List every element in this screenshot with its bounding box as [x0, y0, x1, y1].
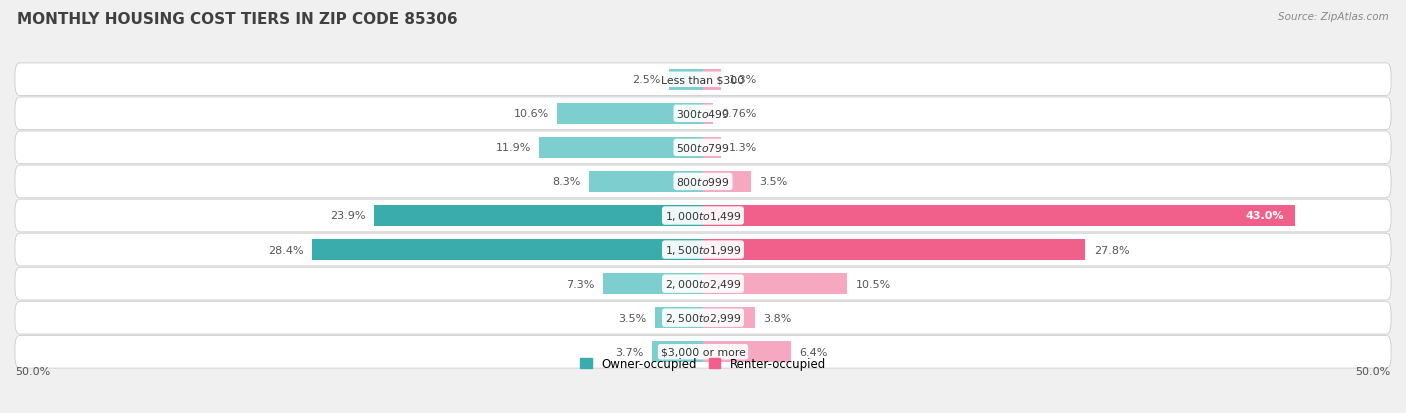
- Bar: [603, 273, 703, 294]
- FancyBboxPatch shape: [15, 132, 1391, 164]
- Text: 8.3%: 8.3%: [553, 177, 581, 187]
- Text: 50.0%: 50.0%: [1355, 366, 1391, 376]
- Text: $1,500 to $1,999: $1,500 to $1,999: [665, 244, 741, 256]
- Bar: [374, 205, 703, 226]
- FancyBboxPatch shape: [15, 234, 1391, 266]
- Bar: [703, 342, 792, 363]
- FancyBboxPatch shape: [15, 199, 1391, 232]
- Bar: [703, 240, 1085, 261]
- FancyBboxPatch shape: [15, 64, 1391, 96]
- Legend: Owner-occupied, Renter-occupied: Owner-occupied, Renter-occupied: [575, 352, 831, 375]
- Text: 11.9%: 11.9%: [496, 143, 531, 153]
- Text: 10.5%: 10.5%: [856, 279, 891, 289]
- FancyBboxPatch shape: [15, 301, 1391, 334]
- FancyBboxPatch shape: [15, 336, 1391, 368]
- Text: 50.0%: 50.0%: [15, 366, 51, 376]
- FancyBboxPatch shape: [15, 98, 1391, 131]
- Text: 23.9%: 23.9%: [330, 211, 366, 221]
- Text: MONTHLY HOUSING COST TIERS IN ZIP CODE 85306: MONTHLY HOUSING COST TIERS IN ZIP CODE 8…: [17, 12, 457, 27]
- Bar: [589, 171, 703, 192]
- Text: 3.8%: 3.8%: [763, 313, 792, 323]
- Text: 2.5%: 2.5%: [631, 75, 661, 85]
- Text: 3.5%: 3.5%: [759, 177, 787, 187]
- Text: $800 to $999: $800 to $999: [676, 176, 730, 188]
- Text: 7.3%: 7.3%: [567, 279, 595, 289]
- Text: 3.5%: 3.5%: [619, 313, 647, 323]
- Text: Less than $300: Less than $300: [661, 75, 745, 85]
- Text: $2,000 to $2,499: $2,000 to $2,499: [665, 278, 741, 290]
- Text: 1.3%: 1.3%: [730, 75, 758, 85]
- Bar: [655, 307, 703, 328]
- Text: 3.7%: 3.7%: [616, 347, 644, 357]
- FancyBboxPatch shape: [15, 166, 1391, 198]
- Text: $500 to $799: $500 to $799: [676, 142, 730, 154]
- Text: $2,500 to $2,999: $2,500 to $2,999: [665, 311, 741, 324]
- Text: $3,000 or more: $3,000 or more: [661, 347, 745, 357]
- Bar: [669, 69, 703, 90]
- Bar: [312, 240, 703, 261]
- Bar: [703, 205, 1295, 226]
- Text: 10.6%: 10.6%: [513, 109, 548, 119]
- Text: $300 to $499: $300 to $499: [676, 108, 730, 120]
- Text: 28.4%: 28.4%: [269, 245, 304, 255]
- FancyBboxPatch shape: [15, 268, 1391, 300]
- Bar: [557, 104, 703, 125]
- Bar: [652, 342, 703, 363]
- Bar: [703, 138, 721, 159]
- Text: Source: ZipAtlas.com: Source: ZipAtlas.com: [1278, 12, 1389, 22]
- Text: 6.4%: 6.4%: [799, 347, 828, 357]
- Text: $1,000 to $1,499: $1,000 to $1,499: [665, 209, 741, 223]
- Bar: [703, 307, 755, 328]
- Text: 27.8%: 27.8%: [1094, 245, 1129, 255]
- Bar: [540, 138, 703, 159]
- Text: 0.76%: 0.76%: [721, 109, 756, 119]
- Text: 43.0%: 43.0%: [1246, 211, 1284, 221]
- Text: 1.3%: 1.3%: [730, 143, 758, 153]
- Bar: [703, 273, 848, 294]
- Bar: [703, 69, 721, 90]
- Bar: [703, 171, 751, 192]
- Bar: [703, 104, 713, 125]
